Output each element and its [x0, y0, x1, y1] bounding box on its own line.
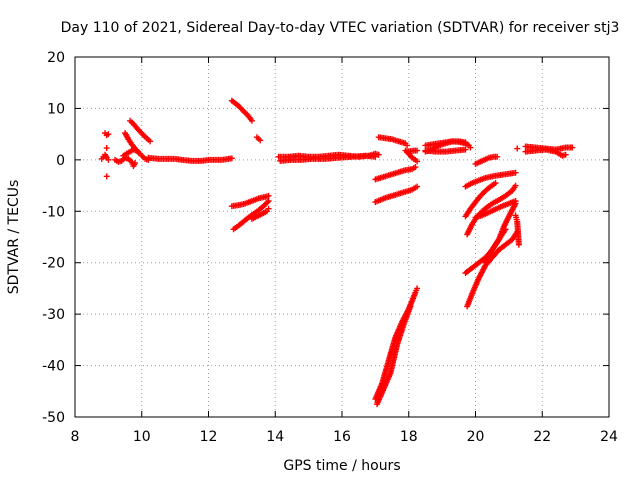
data-point: [105, 131, 112, 138]
chart-title: Day 110 of 2021, Sidereal Day-to-day VTE…: [61, 20, 620, 36]
data-point: [414, 158, 421, 165]
data-point: [412, 164, 419, 171]
data-point: [257, 137, 264, 144]
series-segment-3: [103, 145, 110, 152]
data-point: [467, 144, 474, 151]
x-tick-label: 24: [600, 429, 618, 445]
x-axis-label: GPS time / hours: [283, 458, 400, 474]
series-segment-34: [482, 226, 509, 266]
series-segment-35: [512, 212, 522, 248]
grid-lines: [75, 57, 609, 417]
series-segment-28: [462, 169, 519, 190]
data-point: [562, 151, 569, 158]
data-point: [265, 198, 272, 204]
y-tick-labels: -50 -40 -30 -20 -10 0 10 20: [42, 50, 65, 426]
data-point: [462, 146, 469, 153]
series-segment-20: [404, 147, 421, 155]
data-point: [375, 151, 382, 158]
series-segment-14: [248, 205, 272, 222]
data-point: [414, 285, 421, 292]
y-tick-label: -40: [42, 359, 65, 375]
series-segment-4: [103, 173, 110, 180]
x-tick-label: 8: [71, 429, 80, 445]
data-point: [512, 169, 519, 176]
y-tick-label: 20: [47, 50, 65, 66]
series-segment-21: [372, 183, 421, 206]
series-segment-36: [514, 145, 521, 152]
y-tick-label: -10: [42, 204, 65, 220]
data-marker: [264, 199, 271, 206]
data-point: [248, 117, 255, 124]
data-point: [265, 205, 272, 212]
data-point: [494, 153, 501, 160]
series-segment-16: [277, 152, 379, 164]
x-tick-label: 10: [133, 429, 151, 445]
series-segment-2: [102, 130, 112, 139]
series-segment-29: [462, 180, 499, 220]
data-point: [407, 303, 414, 310]
data-point: [512, 200, 519, 207]
series-segment-8: [127, 117, 154, 145]
series-segment-26: [422, 146, 469, 155]
x-tick-labels: 8 10 12 14 16 18 20 22 24: [71, 429, 618, 445]
series-segment-12: [228, 192, 272, 210]
y-tick-label: -50: [42, 410, 65, 426]
data-point: [514, 145, 521, 152]
x-tick-label: 18: [400, 429, 418, 445]
y-tick-label: 0: [56, 153, 65, 169]
data-point: [103, 173, 110, 180]
series-segment-10: [228, 97, 255, 124]
data-point: [103, 145, 110, 152]
data-point: [404, 142, 411, 149]
x-tick-label: 14: [266, 429, 284, 445]
data-point: [132, 159, 139, 166]
data-point: [265, 192, 272, 199]
data-point: [147, 138, 154, 145]
y-tick-label: -30: [42, 307, 65, 323]
series-segment-7: [122, 130, 142, 156]
series-segment-5: [112, 154, 139, 170]
series-segment-18: [372, 164, 419, 183]
series-segment-9: [145, 154, 235, 164]
data-point: [372, 153, 379, 160]
y-tick-label: 10: [47, 101, 65, 117]
data-marker: [139, 130, 146, 137]
data-point: [228, 155, 235, 162]
series-segment-27: [472, 153, 501, 167]
x-tick-label: 12: [200, 429, 218, 445]
data-point: [492, 180, 499, 186]
data-series: [98, 97, 576, 408]
y-tick-label: -20: [42, 256, 65, 272]
data-point: [512, 182, 519, 189]
x-tick-label: 22: [533, 429, 551, 445]
data-point: [502, 226, 509, 233]
series-segment-17: [375, 134, 411, 149]
y-axis-label: SDTVAR / TECUs: [6, 180, 22, 295]
data-point: [414, 147, 421, 154]
x-tick-label: 16: [333, 429, 351, 445]
x-tick-label: 20: [467, 429, 485, 445]
series-segment-11: [253, 134, 264, 144]
data-point: [135, 149, 142, 156]
data-point: [515, 241, 522, 248]
plot-frame: [74, 56, 610, 418]
series-segment-38: [522, 146, 569, 159]
data-point: [462, 139, 469, 146]
data-point: [414, 183, 421, 190]
data-point: [105, 156, 112, 163]
series-segment-1: [98, 151, 112, 163]
series-segment-23: [374, 303, 414, 408]
series-segment-25: [422, 138, 469, 149]
data-point: [569, 144, 576, 151]
